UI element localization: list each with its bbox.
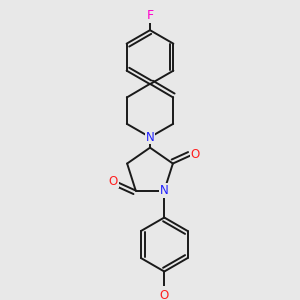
Text: F: F: [146, 9, 154, 22]
Text: N: N: [146, 131, 154, 144]
Text: N: N: [160, 184, 169, 197]
Text: O: O: [109, 175, 118, 188]
Text: O: O: [190, 148, 200, 160]
Text: O: O: [160, 289, 169, 300]
